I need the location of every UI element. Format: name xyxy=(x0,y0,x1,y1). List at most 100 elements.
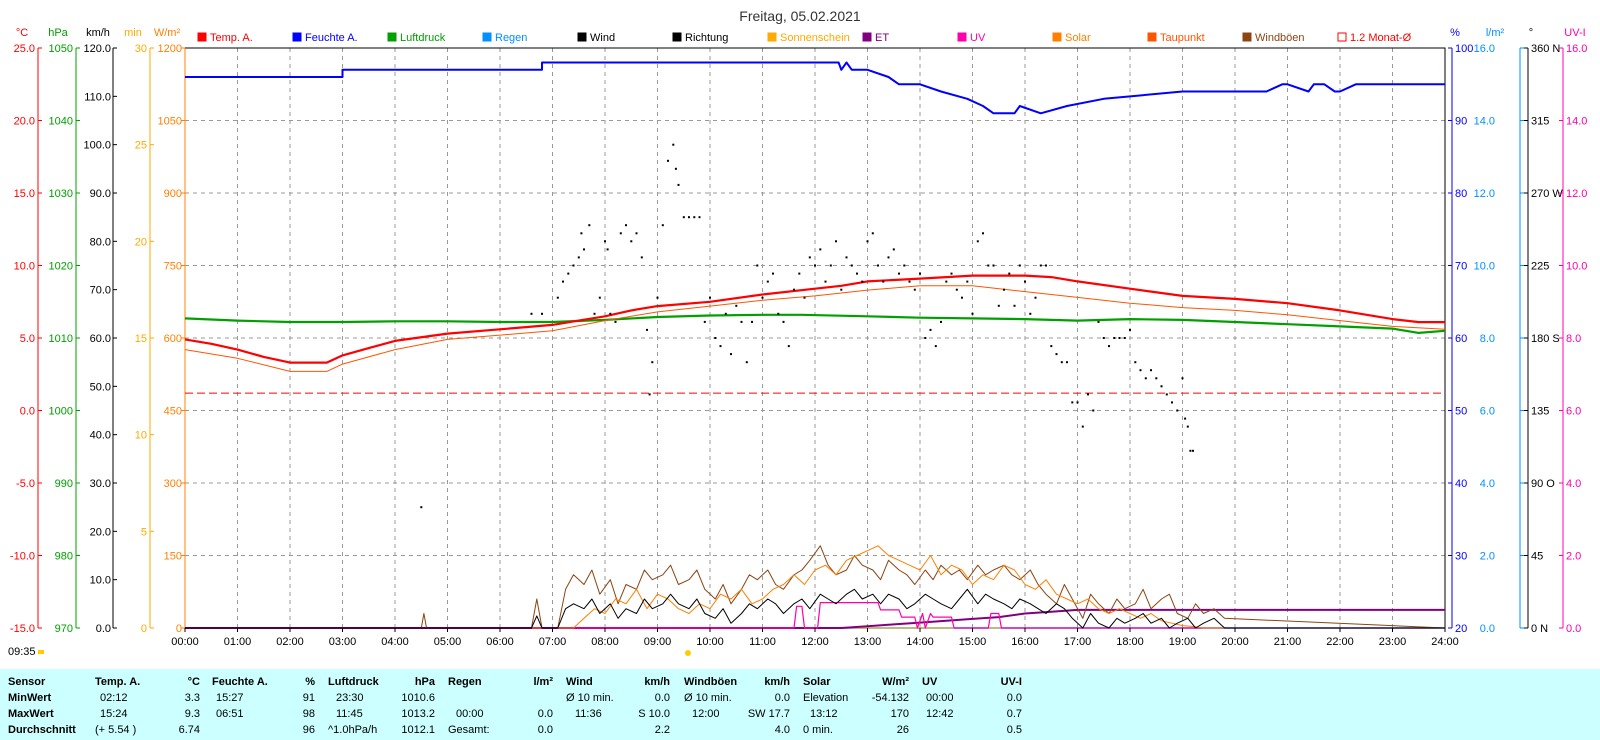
rain-axis-unit: l/m² xyxy=(1486,27,1505,39)
gust-max: SW 17.7 xyxy=(747,708,790,720)
wind-min-label: Ø 10 min. xyxy=(566,692,614,704)
direction-point xyxy=(714,337,717,339)
press-max: 1013.2 xyxy=(401,708,435,720)
direction-point xyxy=(1108,345,1110,348)
wind-axis-label: 40.0 xyxy=(90,430,111,442)
stats-header-gust-unit: km/h xyxy=(764,676,790,688)
uvi-axis-label: 8.0 xyxy=(1566,333,1581,345)
direction-point xyxy=(677,183,680,186)
direction-point xyxy=(651,361,654,364)
humidity-axis-label: 60 xyxy=(1455,333,1467,345)
direction-point xyxy=(709,296,711,299)
direction-point xyxy=(648,393,651,396)
direction-point xyxy=(1039,264,1042,267)
sunshine-axis-label: 30 xyxy=(135,43,147,55)
gust-avg: 4.0 xyxy=(774,724,790,736)
stats-header-gust: Windböen xyxy=(684,676,738,688)
pressure-axis-unit: hPa xyxy=(48,27,68,39)
sunshine-axis-label: 10 xyxy=(135,430,147,442)
direction-point xyxy=(1160,385,1163,388)
direction-point xyxy=(945,280,948,283)
rain-total-label: Gesamt: xyxy=(448,724,490,736)
direction-point xyxy=(1134,361,1137,364)
temp-max-time: 15:24 xyxy=(100,708,128,720)
direction-point xyxy=(1029,312,1032,315)
solar-avg-label: 0 min. xyxy=(803,724,833,736)
stats-header-press: Luftdruck xyxy=(328,676,379,688)
x-tick-label: 03:00 xyxy=(329,636,357,648)
x-tick-label: 04:00 xyxy=(381,636,409,648)
pressure-axis-label: 1050 xyxy=(49,43,73,55)
direction-point xyxy=(929,328,932,331)
direction-point xyxy=(1024,280,1026,283)
direction-point xyxy=(1081,425,1084,428)
sun-icon xyxy=(37,650,44,655)
temp-axis-label: 15.0 xyxy=(14,188,35,200)
pressure-axis-label: 980 xyxy=(55,551,73,563)
solar-axis-label: 750 xyxy=(164,261,182,273)
x-tick-label: 00:00 xyxy=(171,636,199,648)
uvi-axis-label: 10.0 xyxy=(1566,261,1587,273)
legend-swatch xyxy=(482,32,492,42)
direction-point xyxy=(588,224,591,227)
direction-point xyxy=(976,240,979,243)
direction-point xyxy=(724,312,727,315)
direction-point xyxy=(693,216,696,219)
direction-point xyxy=(656,296,659,299)
direction-point xyxy=(562,280,564,283)
sunshine-axis-label: 25 xyxy=(135,140,147,152)
chart-title: Freitag, 05.02.2021 xyxy=(739,8,861,24)
rain-max: 0.0 xyxy=(537,708,553,720)
direction-point xyxy=(420,506,423,509)
press-min-time: 23:30 xyxy=(336,692,364,704)
press-avg-note: ^1.0hPa/h xyxy=(328,724,378,736)
direction-point xyxy=(971,312,974,315)
temp-avg-note: (+ 5.54 ) xyxy=(95,724,137,736)
wind-axis-label: 100.0 xyxy=(83,140,111,152)
direction-point xyxy=(898,272,900,275)
x-tick-label: 13:00 xyxy=(854,636,882,648)
direction-point xyxy=(1066,361,1068,364)
pressure-axis-label: 990 xyxy=(55,478,73,490)
direction-point xyxy=(772,272,774,275)
legend-label: Regen xyxy=(495,32,527,44)
series-solar xyxy=(185,545,1445,629)
direction-point xyxy=(1165,393,1168,396)
direction-point xyxy=(625,224,627,227)
legend-swatch xyxy=(957,32,967,42)
direction-point xyxy=(919,272,921,275)
solar-axis-label: 600 xyxy=(164,333,182,345)
direction-point xyxy=(787,345,790,348)
stats-header-hum-unit: % xyxy=(305,676,315,688)
temp-min: 3.3 xyxy=(184,692,200,704)
uvi-axis-label: 16.0 xyxy=(1566,43,1587,55)
rain-axis-label: 12.0 xyxy=(1474,188,1495,200)
direction-point xyxy=(580,232,583,235)
direction-axis-unit: ° xyxy=(1529,27,1533,39)
gust-max-time: 12:00 xyxy=(692,708,720,720)
current-time: 09:35 xyxy=(8,646,36,658)
direction-point xyxy=(793,288,795,291)
direction-point xyxy=(1087,393,1089,396)
direction-point xyxy=(1113,337,1116,339)
temp-axis-label: 10.0 xyxy=(14,261,35,273)
direction-point xyxy=(1184,417,1187,420)
solar-axis-label: 1200 xyxy=(158,43,182,55)
temp-axis-label: 25.0 xyxy=(14,43,35,55)
direction-axis-label: 315 xyxy=(1531,116,1549,128)
wind-min: 0.0 xyxy=(654,692,670,704)
direction-point xyxy=(798,272,801,275)
wind-axis-label: 60.0 xyxy=(90,333,111,345)
x-tick-label: 01:00 xyxy=(224,636,252,648)
series-humidity xyxy=(185,61,1445,115)
direction-point xyxy=(719,345,722,348)
direction-axis-label: 180 S xyxy=(1531,333,1560,345)
direction-point xyxy=(598,296,601,299)
sunshine-axis-label: 5 xyxy=(141,526,147,538)
legend-label: Sonnenschein xyxy=(780,32,850,44)
series-gust xyxy=(185,545,1446,629)
uvi-axis-label: 0.0 xyxy=(1566,623,1581,635)
sunshine-axis-label: 20 xyxy=(135,236,147,248)
series-dewpoint xyxy=(184,285,1446,372)
stats-header-wind-unit: km/h xyxy=(644,676,670,688)
